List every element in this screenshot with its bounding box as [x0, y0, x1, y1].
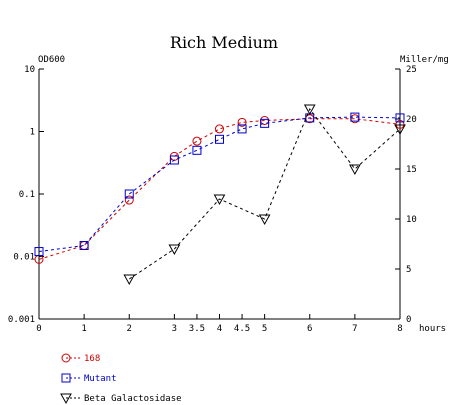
data-point-beta-galactosidase — [168, 244, 181, 256]
right-axis-label: Miller/mg — [400, 55, 449, 65]
data-point-168 — [192, 136, 202, 146]
x-tick-label: 3.5 — [189, 324, 205, 334]
legend-marker — [61, 373, 71, 383]
x-tick-label: 6 — [307, 324, 312, 334]
left-tick-label: 1 — [30, 128, 35, 138]
x-tick-label: 1 — [81, 324, 86, 334]
legend-marker — [61, 353, 71, 363]
data-point-beta-galactosidase — [349, 164, 361, 176]
legend-label: 168 — [84, 354, 100, 364]
right-tick-label: 15 — [406, 165, 417, 175]
right-tick-label: 20 — [406, 115, 417, 125]
series-line-168 — [38, 118, 401, 260]
legend-item-beta-galactosidase: Beta Galactosidase — [60, 393, 182, 405]
data-point-mutant — [34, 247, 44, 257]
x-tick-label: 3 — [172, 324, 177, 334]
data-point-beta-galactosidase — [123, 274, 136, 286]
legend-item-mutant: Mutant — [61, 373, 117, 384]
data-point-mutant — [215, 134, 224, 144]
data-point-mutant — [260, 118, 270, 128]
legend-item-168: 168 — [61, 353, 100, 364]
left-axis-label: OD600 — [38, 55, 65, 65]
data-point-mutant — [124, 189, 134, 199]
data-point-beta-galactosidase — [394, 124, 406, 136]
x-tick-label: 2 — [127, 324, 132, 334]
data-point-mutant — [169, 155, 179, 165]
ticks-layer: 0.001 0.01 0.1 1 10 0 5 10 15 20 25 0 1 2 3 3.5 4 4.5 5 6 7 8 — [8, 65, 417, 334]
data-point-mutant — [350, 112, 360, 122]
series-layer — [34, 104, 406, 286]
data-point-mutant — [79, 240, 89, 250]
chart-title: Rich Medium — [170, 33, 278, 52]
series-mutant — [34, 112, 405, 257]
right-tick-label: 25 — [406, 65, 417, 75]
data-point-beta-galactosidase — [303, 104, 316, 116]
data-point-mutant — [237, 124, 247, 134]
data-point-168 — [124, 195, 134, 205]
x-tick-label: 5 — [262, 324, 267, 334]
data-point-beta-galactosidase — [258, 214, 271, 226]
x-tick-label: 8 — [397, 324, 402, 334]
x-tick-label: 7 — [352, 324, 357, 334]
series-beta-galactosidase — [123, 104, 406, 286]
left-tick-label: 0.01 — [13, 253, 35, 263]
data-point-mutant — [395, 113, 405, 123]
legend: 168 Mutant Beta Galactosidase — [60, 353, 182, 405]
x-tick-label: 0 — [36, 324, 41, 334]
data-point-mutant — [192, 145, 202, 155]
legend-label: Mutant — [84, 374, 117, 384]
legend-marker — [60, 393, 72, 405]
right-tick-label: 10 — [406, 215, 417, 225]
x-tick-label: 4.5 — [234, 324, 250, 334]
data-point-168 — [237, 117, 247, 127]
right-tick-label: 5 — [406, 265, 411, 275]
left-tick-label: 0.001 — [8, 315, 35, 325]
series-line-beta-galactosidase — [128, 107, 401, 280]
x-axis-label: hours — [419, 324, 446, 334]
data-point-168 — [215, 124, 224, 134]
series-168 — [34, 114, 405, 264]
left-tick-label: 0.1 — [19, 190, 35, 200]
legend-label: Beta Galactosidase — [84, 394, 182, 404]
data-point-beta-galactosidase — [213, 194, 226, 206]
data-point-168 — [395, 119, 405, 129]
right-tick-label: 0 — [406, 315, 411, 325]
left-tick-label: 10 — [24, 65, 35, 75]
x-tick-label: 4 — [217, 324, 222, 334]
series-line-mutant — [38, 116, 401, 253]
